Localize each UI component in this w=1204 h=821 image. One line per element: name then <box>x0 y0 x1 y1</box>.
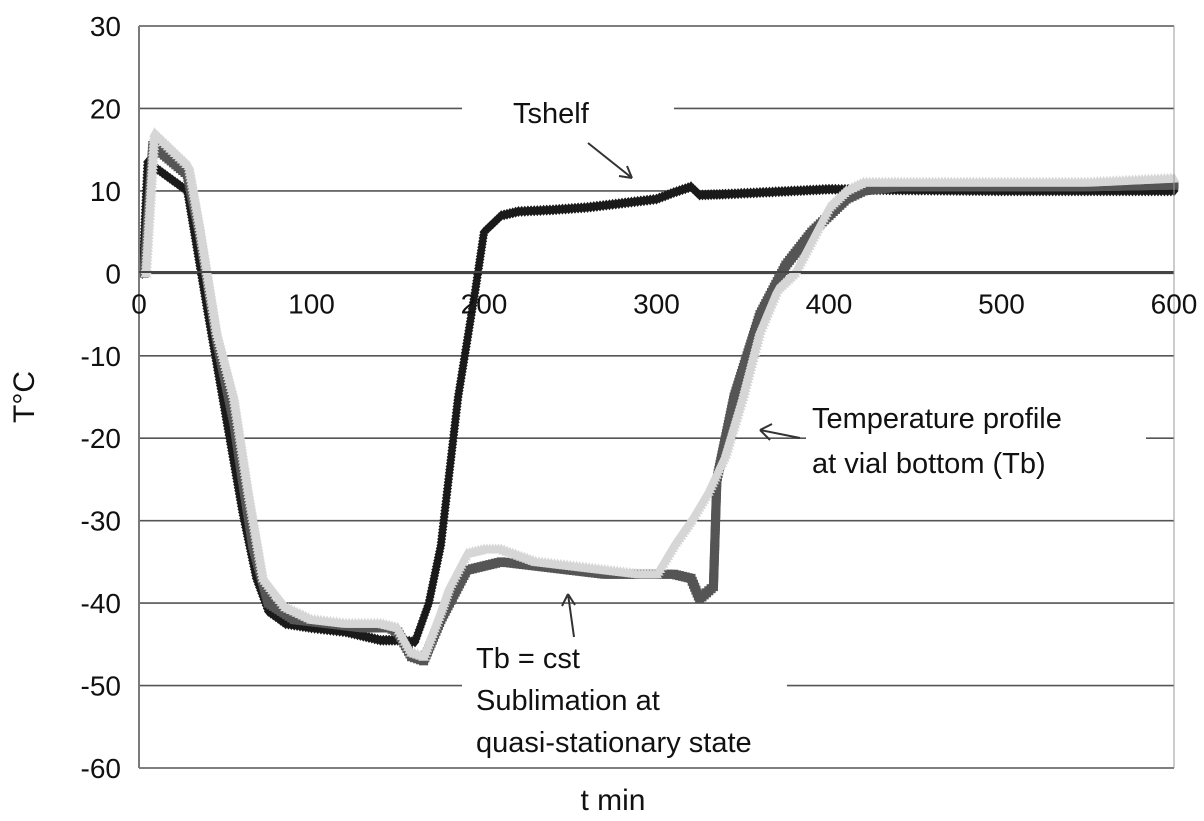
tb-label-background <box>806 395 1146 485</box>
y-tick-label: -10 <box>81 341 121 372</box>
tshelf-label-background <box>462 90 674 134</box>
tshelf-label: Tshelf <box>513 98 590 130</box>
x-tick-label: 200 <box>461 288 508 319</box>
cst-label-line1: Tb = cst <box>476 643 580 675</box>
series-triangle <box>140 127 1180 661</box>
tb-label-line1: Temperature profile <box>812 403 1062 435</box>
y-tick-label: -50 <box>81 671 121 702</box>
y-axis-title: T°C <box>8 371 41 423</box>
x-tick-label: 600 <box>1151 288 1198 319</box>
tb-arrow <box>759 423 801 441</box>
x-tick-label: 100 <box>288 288 335 319</box>
y-tick-label: -30 <box>81 506 121 537</box>
x-tick-label: 300 <box>633 288 680 319</box>
cst-label-line3: quasi-stationary state <box>476 727 752 759</box>
y-tick-label: -40 <box>81 588 121 619</box>
tshelf-arrow <box>587 142 633 179</box>
cst-label-line2: Sublimation at <box>476 685 660 717</box>
axes <box>138 26 1175 768</box>
x-tick-label: 400 <box>806 288 853 319</box>
y-tick-label: -60 <box>81 753 121 784</box>
annotations: Tshelf Temperature profile at vial botto… <box>462 90 1146 764</box>
tb-label-line2: at vial bottom (Tb) <box>812 448 1046 480</box>
x-tick-label: 500 <box>978 288 1025 319</box>
y-tick-label: -20 <box>81 423 121 454</box>
y-tick-label: 30 <box>90 11 121 42</box>
y-tick-label: 20 <box>90 93 121 124</box>
cst-label-background <box>462 638 787 764</box>
x-tick-label: 0 <box>131 288 147 319</box>
y-tick-label: 0 <box>105 258 121 289</box>
plot-marks <box>137 127 1180 666</box>
x-axis-title: t min <box>580 784 645 817</box>
cst-arrow <box>561 593 576 638</box>
y-tick-label: 10 <box>90 176 121 207</box>
